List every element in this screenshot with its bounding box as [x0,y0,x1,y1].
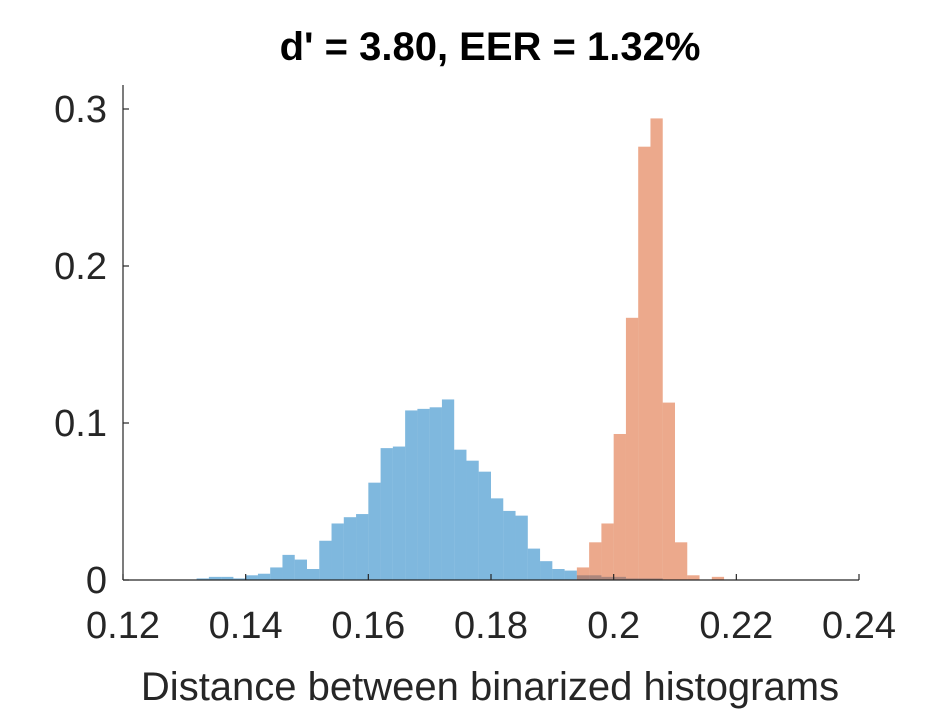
series-2-bar [638,146,651,580]
x-axis-ticks: 0.12 0.14 0.16 0.18 0.2 0.22 0.24 [86,574,896,647]
series-1-bar [208,576,222,580]
series-2-bar [625,317,639,580]
series-1-bar [429,407,442,580]
series-1-bar [380,448,393,580]
series-1-bar [441,399,455,580]
series-1-bar [270,567,283,580]
x-tick-label: 0.14 [209,605,283,647]
x-tick-label: 0.12 [86,605,160,647]
series-1-bar [515,515,528,580]
x-tick-label: 0.24 [822,605,896,647]
series-2-bar [675,542,688,580]
y-axis-ticks: 0 0.1 0.2 0.3 [54,89,129,602]
series-1-bar [405,410,418,580]
series-1-bar [417,408,430,580]
series-1-bar [527,548,541,580]
series-1-bar [307,569,320,580]
series-1-bar [552,569,565,580]
series-1-bar [540,561,553,580]
x-tick-label: 0.2 [587,605,640,647]
x-axis-label: Distance between binarized histograms [141,665,839,709]
series-1-bar [343,517,357,580]
series-2-bar [613,433,626,580]
series-1-bar [221,576,234,580]
series-1-bar [503,510,516,580]
series-2-bar [589,542,602,580]
series-1-bar [282,554,295,580]
series-1-bar [245,575,258,580]
series-1-bar [233,578,246,580]
series-1-bar [392,446,406,580]
x-tick-label: 0.16 [331,605,405,647]
y-tick-label: 0.2 [54,246,107,288]
series-2-bar [711,576,725,580]
y-tick-label: 0.3 [54,89,107,131]
series-1-bar [491,498,504,580]
series-1-bar [368,482,381,580]
series-1-bar [196,578,209,580]
series-2-bar [576,567,590,580]
y-tick-label: 0.1 [54,403,107,445]
series-2-bar [601,523,614,580]
series-1-bar [319,540,332,580]
x-tick-label: 0.18 [454,605,528,647]
series-1-bar [454,449,467,580]
series-2-bar [650,118,663,581]
x-tick-label: 0.22 [699,605,773,647]
series-1-bar [331,523,344,580]
series-1-bar [478,471,491,580]
series-1-bar [564,570,577,580]
series-1-bar [356,514,369,580]
series-2-bar [662,402,675,580]
histogram-bars [196,118,725,581]
series-1-bar [294,559,307,580]
series-2-bar [687,575,700,580]
y-tick-label: 0 [86,560,107,602]
series-1-bar [257,573,271,580]
series-1-bar [466,460,479,580]
chart-title: d' = 3.80, EER = 1.32% [280,25,701,69]
